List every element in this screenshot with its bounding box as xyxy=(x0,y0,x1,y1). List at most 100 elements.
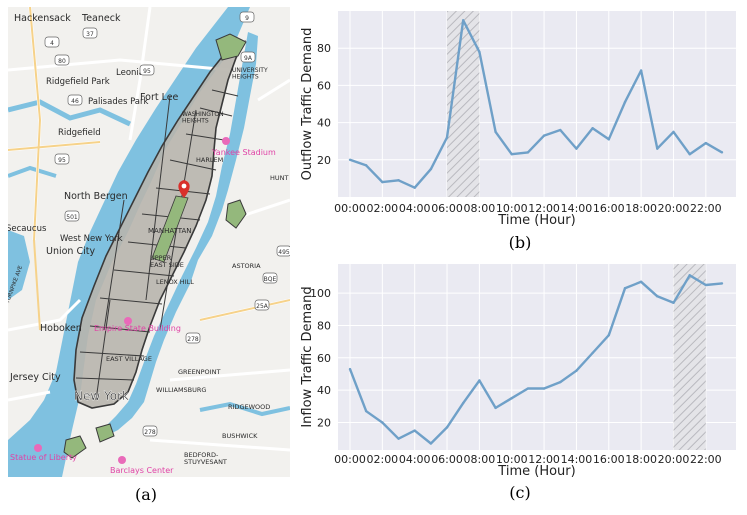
place-labels: Hackensack Teaneck Ridgefield Park Leoni… xyxy=(6,13,289,466)
label-bushwick: BUSHWICK xyxy=(222,432,258,440)
plot-area xyxy=(338,11,736,197)
statue-of-liberty-icon xyxy=(34,444,42,452)
label-new-york: New York xyxy=(74,389,129,403)
label-ridgewood: RIDGEWOOD xyxy=(228,403,270,411)
data-point xyxy=(623,287,627,290)
series-line xyxy=(348,274,723,445)
poi-empire-state: Empire State Building xyxy=(94,324,181,333)
road-shield-icon: 9A xyxy=(240,51,256,63)
data-point xyxy=(526,151,530,154)
data-point xyxy=(559,380,562,384)
data-point xyxy=(494,406,497,410)
road-shield-icon: 95 xyxy=(139,64,155,76)
data-point xyxy=(559,128,562,132)
data-point xyxy=(688,274,691,277)
label-university-heights: UNIVERSITY HEIGHTS xyxy=(232,67,268,81)
data-point xyxy=(575,369,578,372)
data-point xyxy=(639,280,643,283)
data-point xyxy=(623,100,627,104)
data-point xyxy=(591,351,594,355)
svg-text:4: 4 xyxy=(50,40,54,47)
road-shield-icon: 25A xyxy=(254,299,270,311)
x-tick-label: 14:00 xyxy=(561,453,593,466)
x-tick-label: 06:00 xyxy=(431,453,463,466)
svg-text:80: 80 xyxy=(58,58,66,65)
road-shield-icon: BQE xyxy=(262,272,278,284)
label-fort-lee: Fort Lee xyxy=(140,92,179,103)
data-point xyxy=(542,387,546,390)
data-point xyxy=(397,179,400,182)
label-manhattan: MANHATTAN xyxy=(148,227,191,235)
plot-area xyxy=(338,264,736,450)
data-point xyxy=(413,429,416,432)
label-hunts-point: HUNT xyxy=(270,174,289,182)
label-astoria: ASTORIA xyxy=(232,262,261,270)
x-tick-label: 18:00 xyxy=(625,453,657,466)
highlight-band xyxy=(673,264,706,450)
x-axis-label: Time (Hour) xyxy=(497,464,575,479)
data-point xyxy=(720,282,724,285)
data-point xyxy=(591,126,594,130)
data-point xyxy=(364,409,368,413)
x-tick-label: 16:00 xyxy=(593,453,625,466)
y-tick-label: 80 xyxy=(317,319,331,332)
x-tick-label: 18:00 xyxy=(625,202,657,215)
manhattan-zones[interactable] xyxy=(73,40,246,409)
svg-text:9: 9 xyxy=(245,15,249,22)
data-point xyxy=(462,401,465,405)
label-teaneck: Teaneck xyxy=(81,13,121,24)
hudson-river xyxy=(8,7,250,477)
creek-north xyxy=(8,99,132,127)
y-tick-label: 20 xyxy=(317,154,331,167)
label-jersey-city: Jersey City xyxy=(9,372,61,383)
label-washington-heights: WASHINGTON HEIGHTS xyxy=(182,111,224,125)
data-point xyxy=(478,50,481,54)
location-pin-icon[interactable] xyxy=(178,180,190,198)
x-tick-label: 08:00 xyxy=(464,202,496,215)
svg-text:9A: 9A xyxy=(244,55,253,62)
east-river xyxy=(104,32,258,436)
x-tick-label: 22:00 xyxy=(690,202,722,215)
data-point xyxy=(607,138,610,141)
x-tick-label: 12:00 xyxy=(528,453,560,466)
label-secaucus: Secaucus xyxy=(6,224,47,234)
x-axis-label: Time (Hour) xyxy=(497,213,575,228)
manhattan-map[interactable]: Hackensack Teaneck Ridgefield Park Leoni… xyxy=(5,7,291,477)
svg-text:95: 95 xyxy=(143,68,151,75)
poi-labels: Yankee Stadium Empire State Building Sta… xyxy=(10,137,276,475)
svg-text:46: 46 xyxy=(71,98,79,105)
road-shield-icon: 37 xyxy=(82,27,98,39)
road-shield-icon: 9 xyxy=(239,11,255,23)
creek-3 xyxy=(199,401,290,417)
outflow-chart: 20 40 60 80 00:00 02:00 04:00 06:00 08:00 10:00 12… xyxy=(300,11,736,228)
x-tick-label: 00:00 xyxy=(334,453,366,466)
poi-barclays: Barclays Center xyxy=(110,466,174,475)
road-shield-icon: 80 xyxy=(54,54,70,66)
road-shield-icon: 4 xyxy=(44,36,60,48)
x-tick-label: 02:00 xyxy=(366,202,398,215)
data-point xyxy=(348,367,352,371)
y-axis-label: Outflow Traffic Demand xyxy=(300,28,315,181)
label-greenpoint: GREENPOINT xyxy=(178,368,220,376)
inflow-chart: 20 40 60 80 100 00:00 02:00 04:00 06:00 08:00 10:0… xyxy=(300,264,736,479)
data-point xyxy=(397,437,400,440)
x-tick-label: 16:00 xyxy=(593,202,625,215)
creek-2 xyxy=(8,165,57,178)
data-point xyxy=(607,333,610,337)
x-tick-label: 06:00 xyxy=(431,202,463,215)
data-point xyxy=(381,180,384,184)
data-point xyxy=(720,151,724,154)
data-point xyxy=(704,283,708,287)
label-east-village: EAST VILLAGE xyxy=(106,355,152,363)
data-point xyxy=(413,186,416,189)
caption-a: (a) xyxy=(135,485,157,504)
data-point xyxy=(478,379,481,382)
data-point xyxy=(542,134,546,137)
y-tick-label: 60 xyxy=(317,79,331,92)
data-point xyxy=(688,153,691,156)
label-union-city: Union City xyxy=(46,246,95,257)
data-point xyxy=(639,69,643,72)
svg-text:25A: 25A xyxy=(256,303,269,310)
label-hackensack: Hackensack xyxy=(14,13,71,24)
